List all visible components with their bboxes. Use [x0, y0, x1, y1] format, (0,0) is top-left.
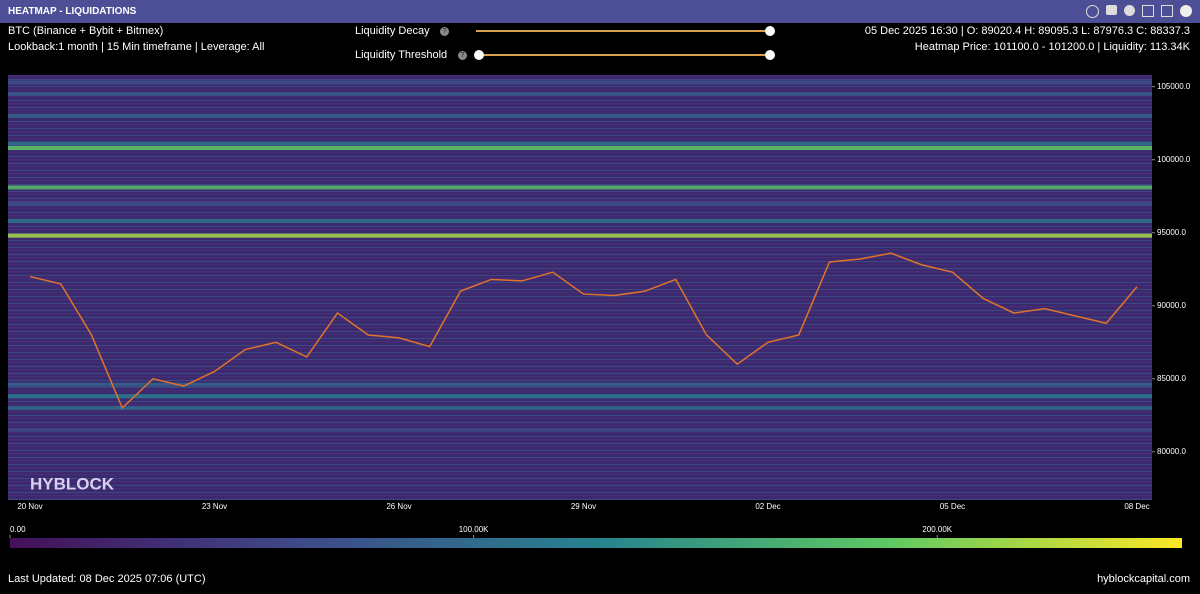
- chart: HYBLOCK 80000.0 85000.0 90000.0 95000.0 1000…: [8, 75, 1191, 548]
- y-tick-label: 80000.0: [1157, 447, 1186, 456]
- liquidity-band: [8, 219, 1152, 224]
- last-updated: Last Updated: 08 Dec 2025 07:06 (UTC): [8, 573, 206, 585]
- y-tick-label: 90000.0: [1157, 301, 1186, 310]
- refresh-icon[interactable]: [1086, 5, 1099, 18]
- ohlc: 05 Dec 2025 16:30 | O: 89020.4 H: 89095.…: [864, 25, 1190, 37]
- heatmap-background: [8, 75, 1152, 500]
- x-tick-label: 05 Dec: [940, 502, 965, 511]
- liquidity-band: [8, 405, 1152, 410]
- liquidity-band: [8, 427, 1152, 432]
- expand-icon[interactable]: [1161, 5, 1173, 17]
- symbol: BTC (Binance + Bybit + Bitmex): [8, 25, 164, 37]
- decay-label: Liquidity Decay: [355, 25, 430, 37]
- settings: Lookback:1 month | 15 Min timeframe | Le…: [8, 41, 265, 53]
- liquidity-band: [8, 113, 1152, 118]
- heatmap-info: Heatmap Price: 101100.0 - 101200.0 | Liq…: [914, 41, 1190, 53]
- site: hyblockcapital.com: [1097, 573, 1190, 585]
- y-tick-label: 105000.0: [1157, 82, 1191, 91]
- threshold-label: Liquidity Threshold: [355, 49, 448, 61]
- y-tick-label: 85000.0: [1157, 374, 1186, 383]
- y-tick-label: 95000.0: [1157, 228, 1186, 237]
- x-tick-label: 26 Nov: [386, 502, 411, 511]
- colorbar-tick-label: 200.00K: [922, 525, 952, 534]
- camera-icon[interactable]: [1106, 5, 1117, 15]
- x-tick-label: 23 Nov: [202, 502, 227, 511]
- liquidity-band: [8, 394, 1152, 399]
- decay-knob[interactable]: [765, 26, 775, 36]
- threshold-knob[interactable]: [765, 50, 775, 60]
- price-line: [29, 252, 1138, 410]
- settings-icon[interactable]: [1124, 5, 1135, 16]
- liquidity-band: [8, 80, 1152, 85]
- help-icon[interactable]: ?: [440, 27, 449, 36]
- watermark: HYBLOCK: [30, 474, 115, 493]
- colorbar: [10, 538, 1182, 548]
- toolbar: [1086, 5, 1192, 18]
- x-tick-label: 20 Nov: [17, 502, 42, 511]
- help-icon[interactable]: ?: [458, 51, 467, 60]
- x-tick-label: 29 Nov: [571, 502, 596, 511]
- close-icon[interactable]: [1180, 5, 1192, 17]
- x-tick-label: 02 Dec: [755, 502, 780, 511]
- liquidity-band: [8, 233, 1152, 238]
- liquidity-band: [8, 91, 1152, 96]
- threshold-slider[interactable]: [476, 54, 770, 56]
- threshold-knob[interactable]: [474, 50, 484, 60]
- liquidity-band: [8, 146, 1152, 151]
- colorbar-tick-label: 100.00K: [459, 525, 489, 534]
- liquidity-band: [8, 201, 1152, 206]
- colorbar-tick-label: 0.00: [10, 525, 26, 534]
- y-tick-label: 100000.0: [1157, 155, 1191, 164]
- liquidity-band: [8, 185, 1152, 190]
- x-tick-label: 08 Dec: [1124, 502, 1149, 511]
- decay-slider[interactable]: [476, 30, 770, 32]
- title-bar: HEATMAP - LIQUIDATIONS: [0, 0, 1200, 23]
- save-icon[interactable]: [1142, 5, 1154, 17]
- liquidity-band: [8, 382, 1152, 387]
- panel-title: HEATMAP - LIQUIDATIONS: [8, 6, 137, 17]
- liquidity-band: [8, 141, 1152, 146]
